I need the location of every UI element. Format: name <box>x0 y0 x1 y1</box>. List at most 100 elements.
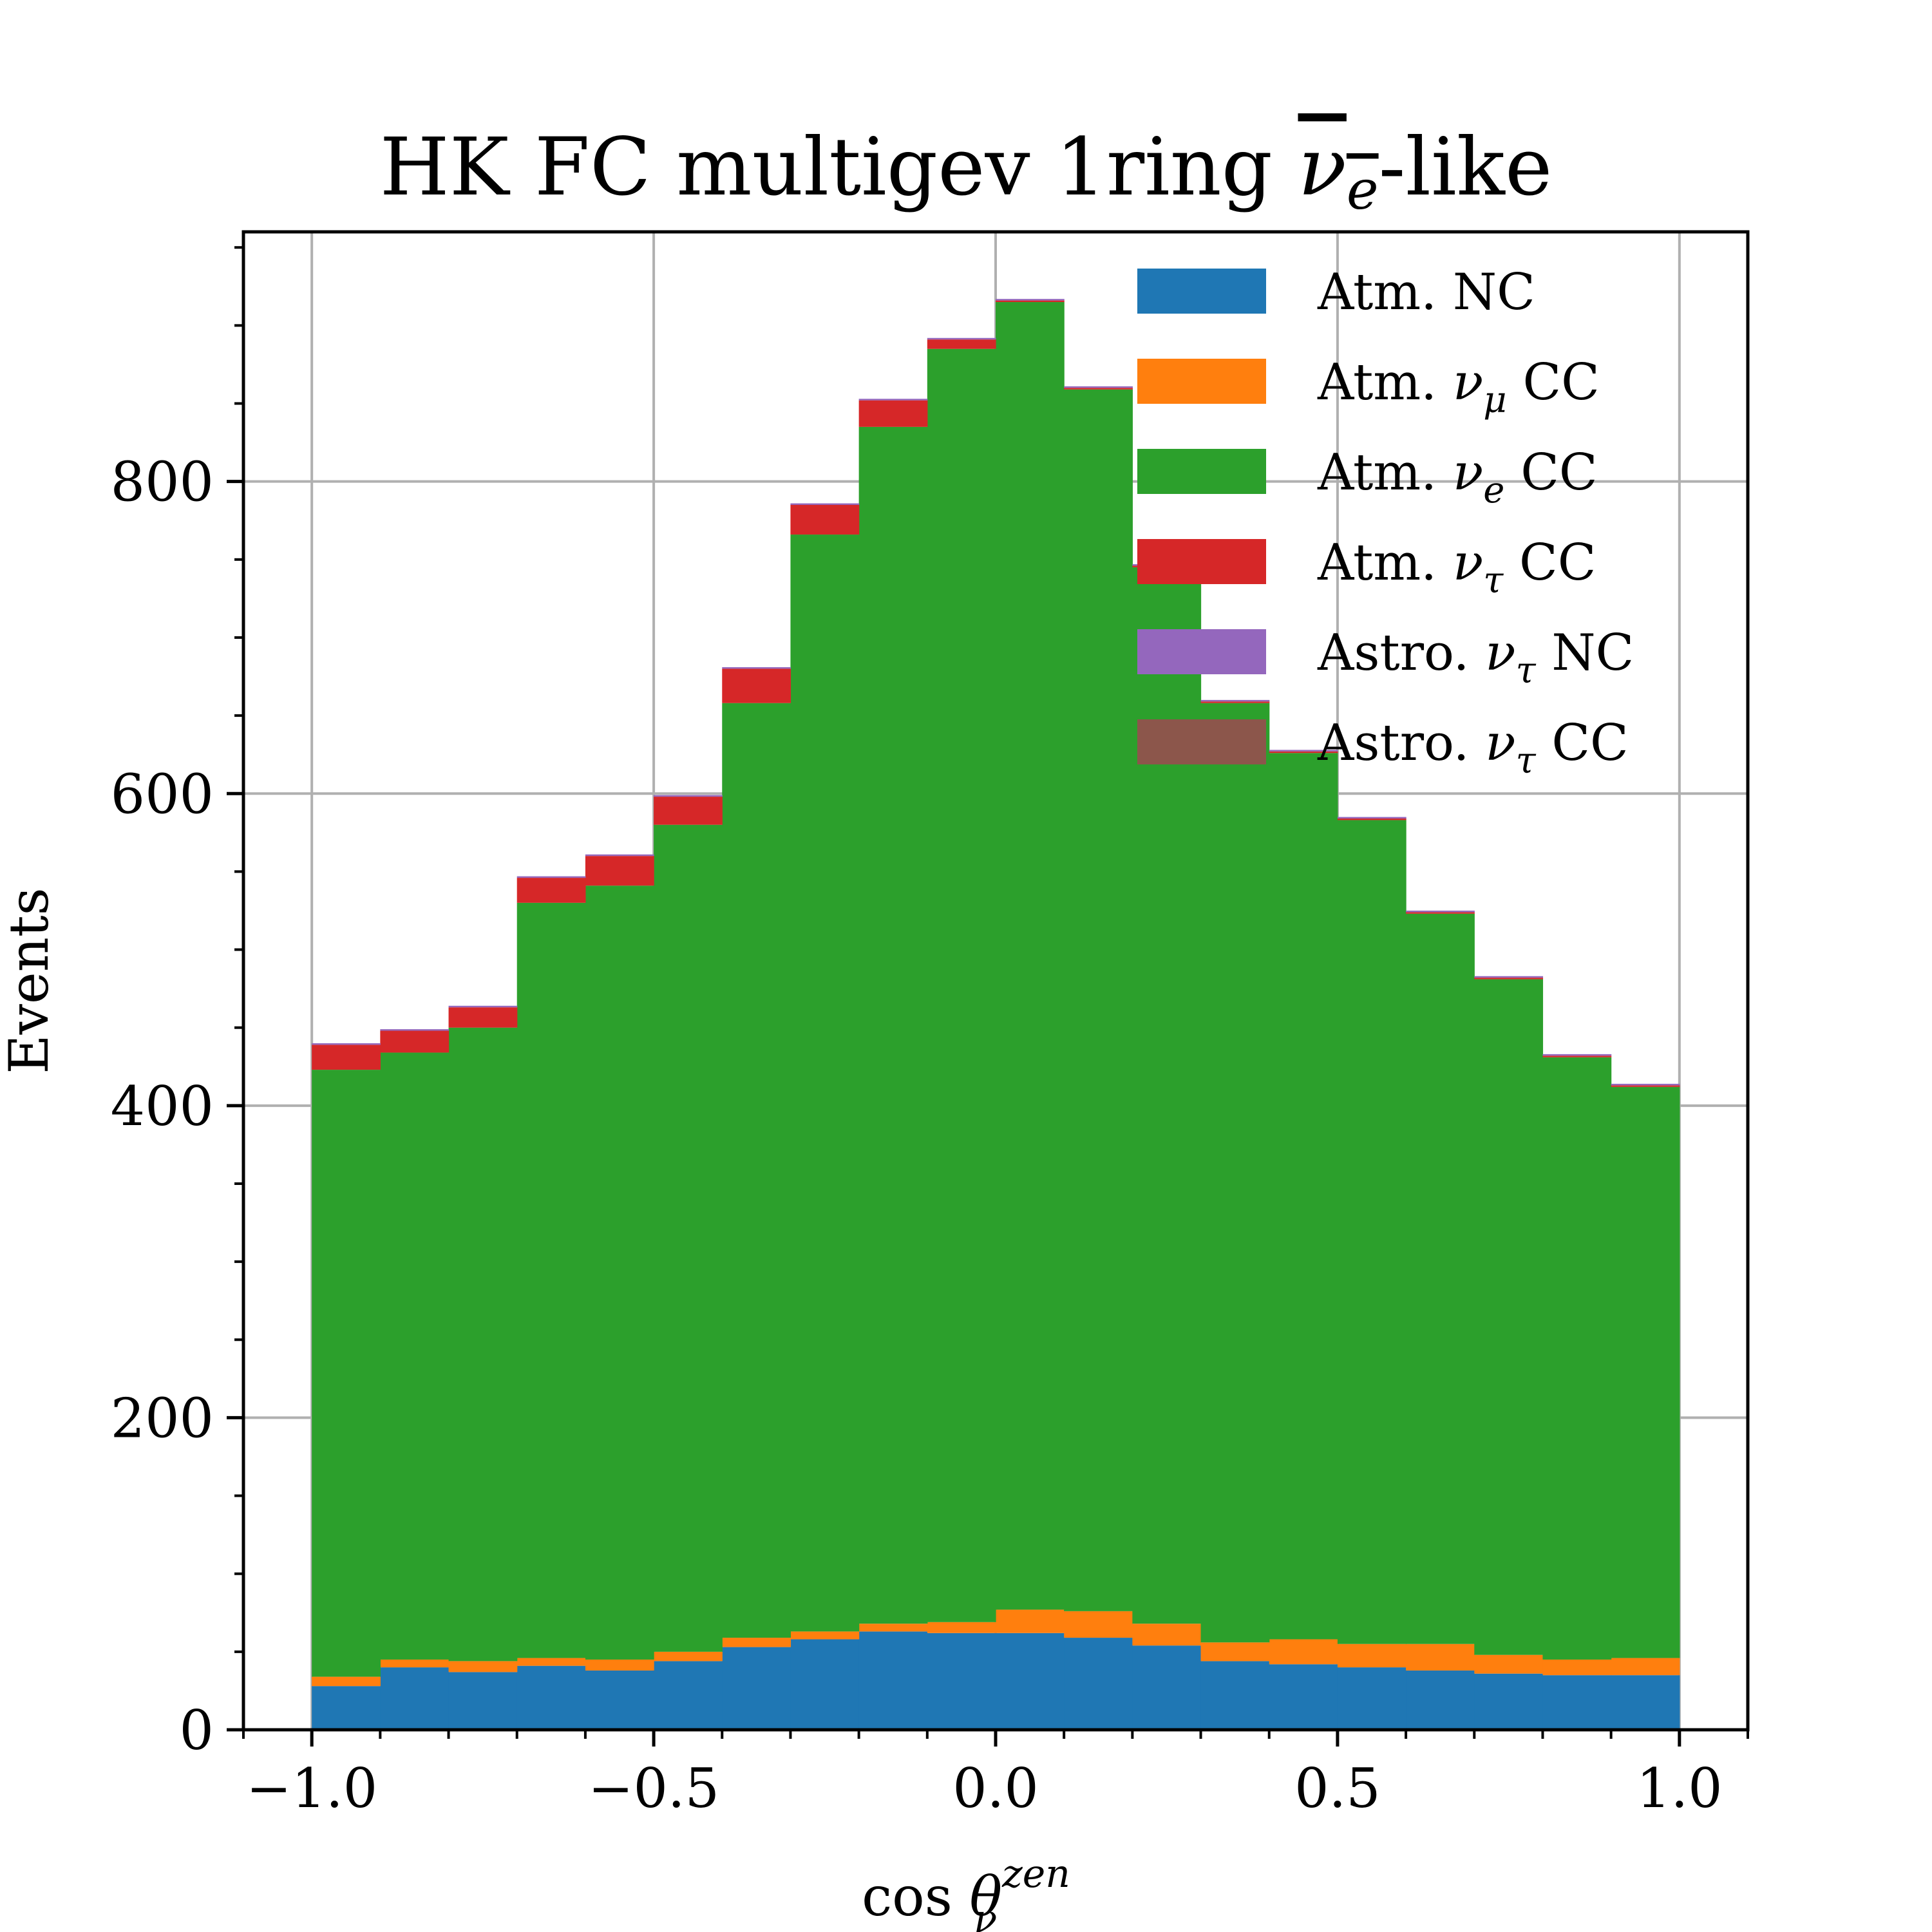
legend-label: Atm. NC <box>1317 263 1535 321</box>
x-tick-label: 1.0 <box>1636 1757 1723 1820</box>
bar-segment <box>1269 1664 1338 1730</box>
bar-segment <box>654 1661 723 1730</box>
bar-segment <box>1542 1057 1612 1660</box>
bar-segment <box>585 1670 654 1730</box>
legend-item: Astro. ντ CC <box>1137 714 1629 782</box>
bar-segment <box>1611 1675 1680 1730</box>
bar-segment <box>654 797 723 825</box>
bar-segment <box>585 886 654 1660</box>
y-tick-label: 800 <box>111 451 214 514</box>
bar-segment <box>1269 750 1338 752</box>
bar-segment <box>1064 1611 1133 1638</box>
bar-segment <box>1474 979 1544 1655</box>
histogram-bars <box>312 299 1680 1730</box>
chart-title-text: HK FC multigev 1ring νe-like <box>380 121 1553 222</box>
bar-segment <box>1200 699 1270 702</box>
bar-segment <box>1200 701 1270 703</box>
bar-segment <box>1406 1670 1475 1730</box>
bar-segment <box>996 302 1065 1610</box>
bar-segment <box>585 856 654 886</box>
legend-item: Atm. νe CC <box>1137 444 1598 511</box>
bar-segment <box>790 1631 860 1640</box>
bar-segment <box>1474 1654 1544 1674</box>
series-2 <box>312 302 1680 1677</box>
bar-segment <box>1132 1624 1202 1646</box>
bar-segment <box>516 878 586 903</box>
series-0 <box>312 1631 1680 1730</box>
legend-item: Atm. ντ CC <box>1137 534 1596 601</box>
bar-segment <box>1064 386 1133 388</box>
bar-segment <box>1132 1645 1202 1730</box>
bar-segment <box>312 1043 381 1045</box>
legend-item: Atm. νμ CC <box>1137 354 1600 421</box>
bar-segment <box>1406 912 1475 914</box>
bar-segment <box>380 1667 450 1730</box>
bar-segment <box>927 339 996 349</box>
bar-segment <box>380 1052 450 1660</box>
bar-segment <box>312 1070 381 1677</box>
bar-segment <box>1337 819 1406 820</box>
bar-segment <box>1474 976 1544 978</box>
bar-segment <box>1474 1673 1544 1730</box>
y-axis-label: Events <box>0 887 61 1074</box>
axis-ticks: −1.0 −0.5 0.0 0.5 1.0 0 200 400 600 800 <box>111 246 1749 1820</box>
x-tick-label: 0.0 <box>952 1757 1039 1820</box>
bar-segment <box>1200 703 1270 1643</box>
bar-segment <box>996 1633 1065 1730</box>
bar-segment <box>722 1647 791 1730</box>
bar-segment <box>380 1029 450 1031</box>
bar-segment <box>312 1676 381 1687</box>
legend-swatch <box>1137 629 1266 674</box>
legend-swatch <box>1137 719 1266 764</box>
y-tick-label: 400 <box>111 1075 214 1138</box>
bar-segment <box>1611 1086 1680 1658</box>
legend-swatch <box>1137 449 1266 494</box>
bar-segment <box>927 348 996 1622</box>
bar-segment <box>1611 1658 1680 1676</box>
bar-segment <box>1474 978 1544 980</box>
bar-segment <box>448 1005 518 1008</box>
x-tick-label: −0.5 <box>588 1757 719 1820</box>
bar-segment <box>1269 751 1338 753</box>
bar-segment <box>380 1659 450 1668</box>
bar-segment <box>996 299 1065 301</box>
bar-segment <box>380 1030 450 1053</box>
bar-segment <box>790 1639 860 1730</box>
bar-segment <box>858 399 928 401</box>
bar-segment <box>516 1665 586 1730</box>
bar-segment <box>1611 1085 1680 1087</box>
legend-swatch <box>1137 539 1266 584</box>
bar-segment <box>1337 817 1406 819</box>
bar-segment <box>722 668 791 703</box>
bar-segment <box>1200 1661 1270 1730</box>
bar-segment <box>516 876 586 878</box>
bar-segment <box>448 1672 518 1730</box>
legend-swatch <box>1137 269 1266 314</box>
legend-label: Atm. ντ CC <box>1317 534 1596 601</box>
bar-segment <box>790 535 860 1632</box>
bar-segment <box>1542 1056 1612 1057</box>
bar-segment <box>1542 1659 1612 1676</box>
chart-title: HK FC multigev 1ring νe-like <box>380 121 1553 222</box>
bar-segment <box>790 503 860 506</box>
bar-segment <box>996 300 1065 303</box>
y-tick-label: 200 <box>111 1387 214 1450</box>
bar-segment <box>1064 1638 1133 1730</box>
bar-segment <box>1064 389 1133 1611</box>
bar-segment <box>1337 1643 1406 1668</box>
bar-segment <box>585 1659 654 1671</box>
bar-segment <box>1269 753 1338 1640</box>
legend-item: Astro. ντ NC <box>1137 624 1634 692</box>
bar-segment <box>1542 1675 1612 1730</box>
bar-segment <box>1406 1643 1475 1671</box>
x-tick-label: −1.0 <box>246 1757 377 1820</box>
bar-segment <box>927 1633 996 1730</box>
series-4 <box>312 299 1680 1086</box>
bar-segment <box>1542 1054 1612 1056</box>
bar-segment <box>516 1658 586 1666</box>
bar-segment <box>722 1638 791 1647</box>
bar-segment <box>654 824 723 1652</box>
legend: Atm. NC Atm. νμ CC Atm. νe CC Atm. ντ CC Ast… <box>1137 263 1634 782</box>
bar-segment <box>927 1622 996 1633</box>
legend-label: Astro. ντ NC <box>1317 624 1634 692</box>
